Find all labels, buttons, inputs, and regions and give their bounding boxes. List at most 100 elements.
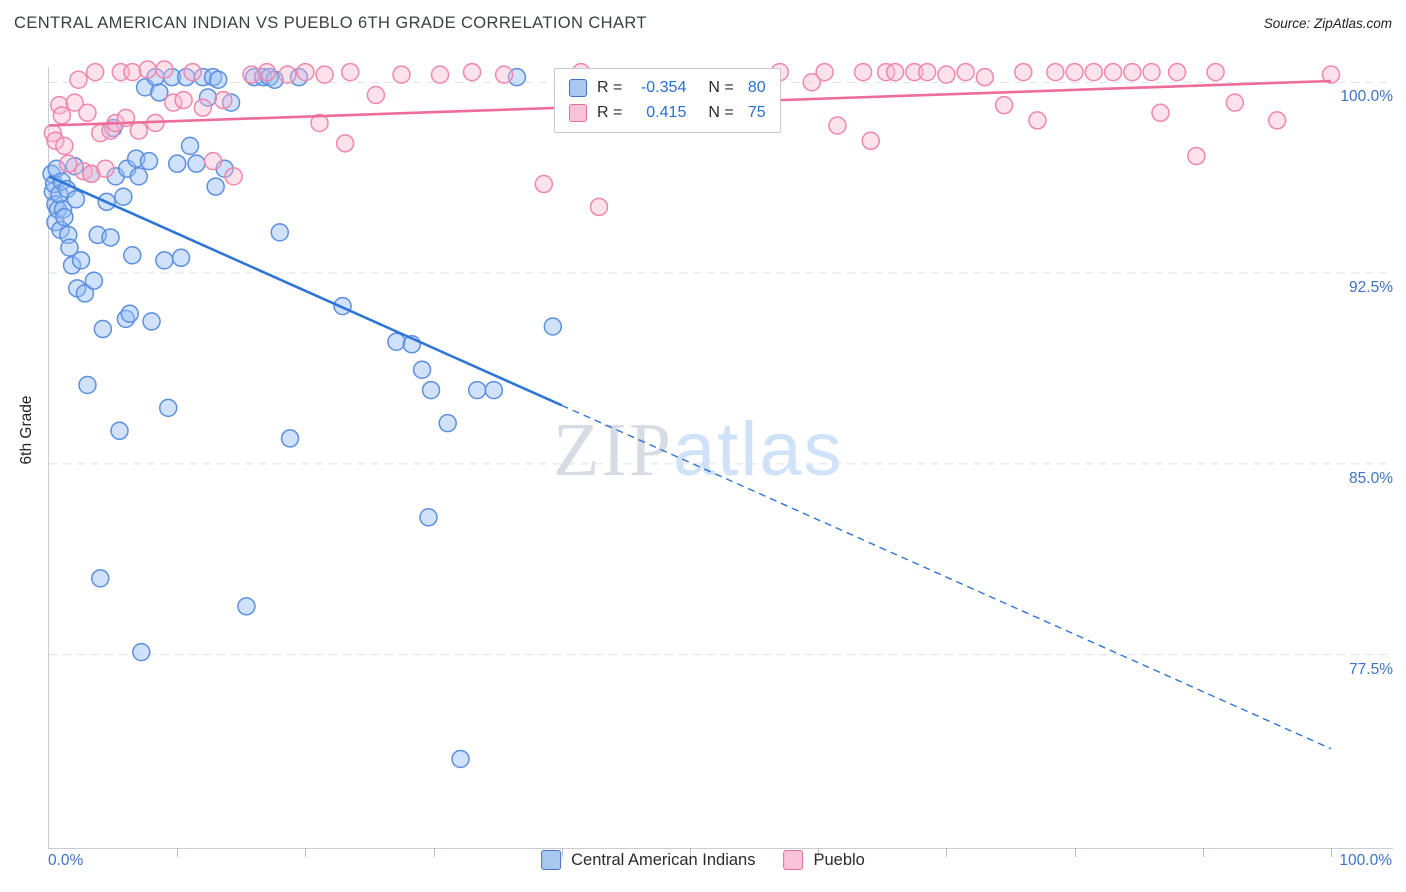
scatter-point-blue [150, 83, 169, 102]
watermark-atlas: atlas [673, 407, 844, 492]
scatter-point-blue [78, 375, 97, 395]
blue-series-swatch [569, 79, 587, 97]
scatter-point-pink [1225, 93, 1245, 112]
scatter-point-pink [335, 134, 355, 153]
scatter-point-blue [158, 398, 178, 418]
y-axis-tick-label: 100.0% [1340, 88, 1393, 105]
scatter-point-blue [198, 88, 218, 107]
bottom-legend-label-central-american-indians: Central American Indians [571, 850, 756, 869]
scatter-point-blue [120, 304, 140, 324]
scatter-point-pink [956, 62, 975, 82]
scatter-point-blue [171, 248, 191, 268]
scatter-point-blue [62, 256, 82, 275]
scatter-point-blue [71, 251, 91, 270]
scatter-point-pink [1167, 62, 1187, 82]
correlation-legend-box: R = -0.354 N = 80 R = 0.415 N = 75 [554, 68, 781, 133]
scatter-point-blue [208, 70, 228, 89]
scatter-point-pink [193, 98, 213, 117]
scatter-point-pink [1151, 103, 1170, 123]
scatter-point-pink [392, 65, 411, 84]
n-value: 80 [747, 79, 766, 96]
scatter-point-pink [494, 65, 514, 84]
scatter-point-pink [155, 60, 174, 79]
scatter-point-blue [421, 380, 441, 400]
bottom-legend-label-pueblo: Pueblo [813, 850, 865, 869]
scatter-point-pink [257, 62, 277, 82]
scatter-point-pink [138, 60, 157, 79]
bottom-legend: Central American Indians Pueblo [541, 850, 865, 870]
scatter-point-pink [123, 62, 142, 82]
y-axis-tick-label: 92.5% [1349, 279, 1393, 296]
x-axis-tick [1202, 848, 1204, 857]
scatter-point-pink [430, 65, 450, 84]
scatter-point-pink [65, 93, 84, 112]
scatter-point-pink [296, 62, 315, 82]
scatter-point-pink [1267, 111, 1287, 130]
scatter-point-pink [937, 65, 956, 84]
scatter-point-pink [1321, 65, 1341, 84]
trend-line-dashed [561, 404, 1332, 750]
scatter-point-pink [315, 65, 334, 84]
scatter-point-pink [78, 103, 97, 123]
scatter-point-blue [206, 177, 225, 196]
y-axis-title: 6th Grade [18, 395, 35, 465]
scatter-point-pink [1014, 62, 1033, 82]
scatter-point-pink [214, 90, 233, 110]
scatter-point-blue [484, 380, 504, 400]
scatter-point-pink [69, 70, 88, 89]
scatter-point-blue [75, 284, 95, 303]
scatter-point-blue [180, 136, 200, 156]
scatter-point-pink [1084, 62, 1104, 82]
scatter-point-blue [467, 380, 487, 400]
scatter-point-pink [52, 106, 72, 125]
scatter-point-blue [270, 223, 290, 242]
scatter-point-blue [438, 413, 457, 433]
scatter-point-pink [1187, 146, 1206, 166]
y-axis-tick-label: 77.5% [1349, 661, 1393, 678]
scatter-point-blue [114, 187, 133, 206]
r-label: R = [597, 104, 623, 121]
scatter-point-blue [237, 597, 256, 616]
scatter-point-blue [123, 246, 142, 265]
scatter-point-pink [96, 159, 115, 179]
scatter-point-pink [853, 62, 873, 82]
scatter-point-blue [60, 238, 79, 257]
x-axis-tick [433, 848, 435, 857]
trend-line-solid [48, 175, 563, 407]
x-axis-tick [690, 848, 691, 857]
scatter-point-pink [1065, 62, 1084, 82]
scatter-point-pink [861, 131, 881, 151]
x-axis-max-label: 100.0% [1339, 852, 1392, 869]
x-axis-tick [1074, 848, 1076, 857]
legend-row-pueblo: R = 0.415 N = 75 [569, 104, 766, 122]
scatter-point-blue [167, 154, 187, 173]
scatter-point-blue [53, 200, 73, 219]
legend-row-central-american-indians: R = -0.354 N = 80 [569, 79, 766, 97]
scatter-point-pink [885, 62, 905, 82]
scatter-point-pink [82, 164, 101, 184]
scatter-point-pink [46, 131, 65, 151]
y-axis-tick-label: 85.0% [1349, 470, 1393, 487]
scatter-point-blue [187, 154, 206, 173]
scatter-point-pink [58, 154, 78, 173]
scatter-point-pink [828, 116, 847, 135]
scatter-point-blue [110, 421, 129, 441]
scatter-point-pink [242, 65, 261, 84]
scatter-point-blue [55, 207, 74, 227]
r-value: 0.415 [646, 104, 687, 121]
scatter-point-pink [1206, 62, 1225, 82]
scatter-point-blue [91, 569, 110, 588]
scatter-point-blue [412, 360, 432, 379]
scatter-point-pink [85, 62, 105, 82]
n-value: 75 [747, 104, 766, 121]
scatter-point-pink [224, 167, 243, 186]
scatter-point-pink [1028, 111, 1047, 130]
scatter-point-pink [917, 62, 937, 82]
scatter-point-blue [451, 749, 470, 769]
x-axis-min-label: 0.0% [48, 852, 84, 869]
x-axis-tick [177, 848, 179, 857]
scatter-point-blue [155, 251, 174, 270]
scatter-point-pink [366, 85, 386, 105]
scatter-point-pink [534, 174, 554, 194]
scatter-point-pink [183, 62, 202, 82]
